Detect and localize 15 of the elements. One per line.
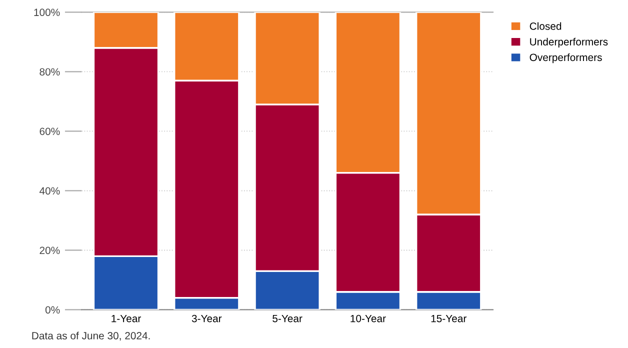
x-tick-label: 1-Year bbox=[112, 314, 141, 322]
y-tick-label: 0% bbox=[45, 306, 60, 314]
legend-label: Underperformers bbox=[530, 38, 608, 48]
y-tick-label: 60% bbox=[40, 128, 60, 136]
x-tick-label: 3-Year bbox=[192, 314, 222, 322]
x-tick-label: 5-Year bbox=[272, 314, 302, 322]
x-tick-label: 15-Year bbox=[431, 314, 466, 322]
legend-label: Closed bbox=[530, 22, 562, 30]
x-tick-label: 10-Year bbox=[350, 314, 386, 322]
y-tick-label: 80% bbox=[40, 68, 60, 76]
y-tick-label: 40% bbox=[40, 187, 60, 195]
text: Data as of June 30, 2024. bbox=[32, 332, 150, 341]
y-tick-label: 100% bbox=[34, 8, 60, 16]
legend-label: Overperformers bbox=[530, 53, 602, 64]
y-tick-label: 20% bbox=[40, 246, 60, 254]
